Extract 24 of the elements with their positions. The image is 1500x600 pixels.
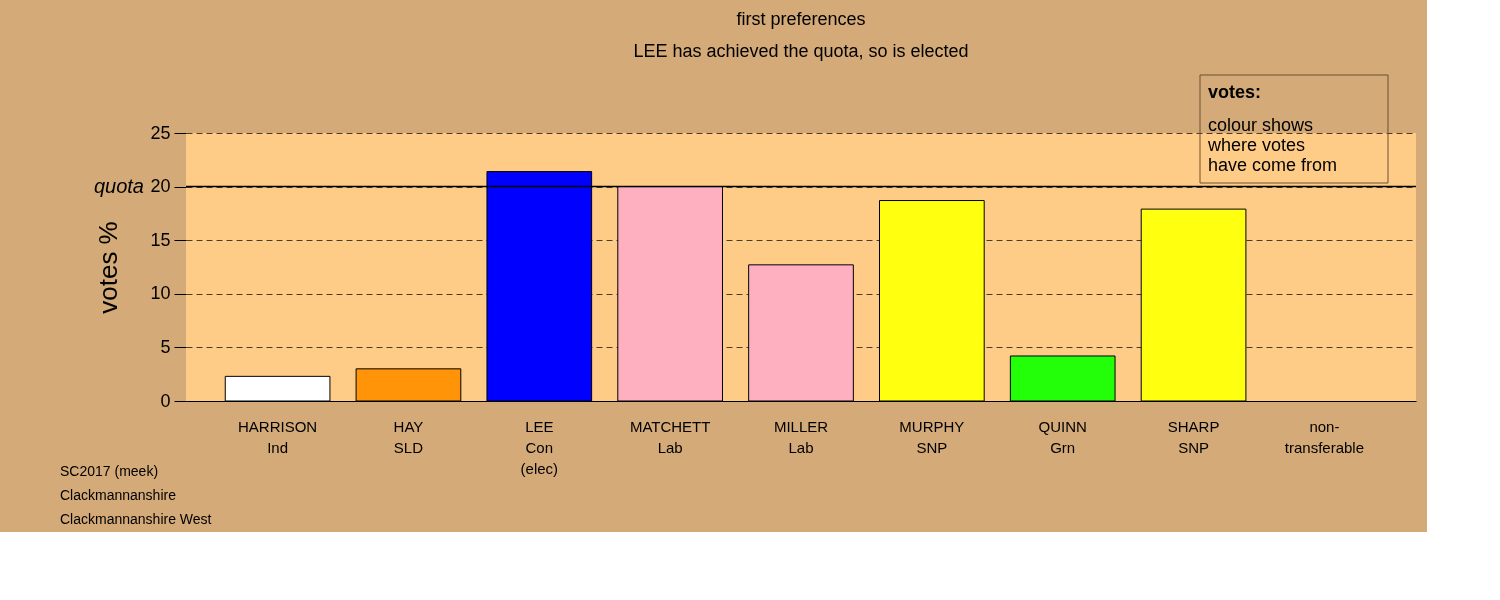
ref-line-label: quota [93,174,144,197]
y-tick-label: 0 [160,390,171,411]
y-tick-label: 5 [160,336,171,357]
x-tick-label: MILLER Lab [773,417,829,456]
x-tick-label: HARRISON Ind [238,417,318,456]
y-tick-label: 15 [150,229,171,250]
x-tick-label: SHARP SNP [1167,417,1220,456]
y-tick-label: 25 [150,122,171,143]
text: Clackmannanshire [60,487,177,503]
x-tick-label: QUINN Grn [1038,417,1087,456]
y-axis-title: votes % [93,221,124,314]
x-tick-label: HAY SLD [393,417,424,456]
x-tick-label: LEE Con (elec) [520,417,559,477]
text: votes: [1208,82,1262,102]
x-tick-label: MURPHY SNP [899,417,965,456]
x-tick-label: non- transferable [1284,417,1365,456]
x-tick-label: MATCHETT Lab [629,417,711,456]
y-tick-label: 20 [150,176,171,197]
text: SC2017 (meek) [60,463,159,479]
annotation: colour shows where votes have come from [1207,115,1338,175]
chart-subtitle: LEE has achieved the quota, so is elected [633,40,969,61]
chart-title: first preferences [736,8,866,29]
y-tick-label: 10 [150,283,171,304]
text: Clackmannanshire West [60,511,212,527]
